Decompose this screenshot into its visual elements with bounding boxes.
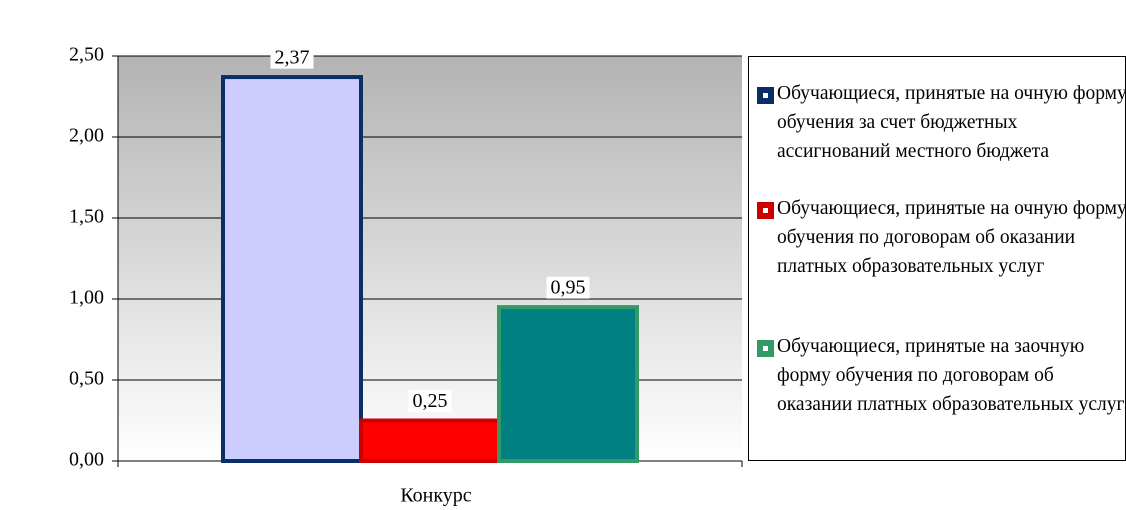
y-tick-label: 0,50: [69, 368, 104, 390]
legend-label: Обучающиеся, принятые на очную форму обу…: [777, 83, 1126, 162]
bar: [221, 75, 363, 463]
legend-item: Обучающиеся, принятые на очную форму обу…: [757, 79, 1126, 166]
legend-swatch: [757, 202, 774, 219]
bar: [359, 418, 501, 463]
legend-item: Обучающиеся, принятые на очную форму обу…: [757, 194, 1126, 281]
x-tick-label: Конкурс: [400, 485, 471, 507]
data-label: 0,95: [551, 277, 586, 299]
data-label: 0,25: [413, 390, 448, 412]
legend-swatch: [757, 340, 774, 357]
data-label-bg: [546, 276, 590, 299]
legend-item: Обучающиеся, принятые на заочную форму о…: [757, 332, 1126, 419]
legend: Обучающиеся, принятые на очную форму обу…: [748, 56, 1126, 461]
y-tick-label: 2,50: [69, 44, 104, 66]
bar: [497, 305, 639, 463]
y-tick-label: 1,50: [69, 206, 104, 228]
data-label: 2,37: [275, 47, 310, 69]
y-tick-label: 0,00: [69, 449, 104, 471]
data-label-bg: [408, 390, 452, 413]
data-label-bg: [270, 46, 314, 69]
legend-swatch: [757, 87, 774, 104]
y-tick-label: 2,00: [69, 125, 104, 147]
y-tick-label: 1,00: [69, 287, 104, 309]
legend-label: Обучающиеся, принятые на заочную форму о…: [777, 336, 1125, 415]
legend-label: Обучающиеся, принятые на очную форму обу…: [777, 198, 1126, 277]
